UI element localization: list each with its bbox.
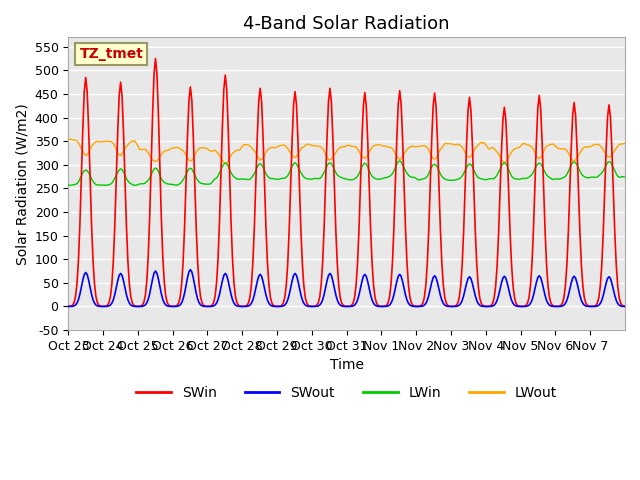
X-axis label: Time: Time <box>330 359 364 372</box>
Legend: SWin, SWout, LWin, LWout: SWin, SWout, LWin, LWout <box>131 380 563 405</box>
Text: TZ_tmet: TZ_tmet <box>79 47 143 61</box>
Title: 4-Band Solar Radiation: 4-Band Solar Radiation <box>243 15 450 33</box>
Y-axis label: Solar Radiation (W/m2): Solar Radiation (W/m2) <box>15 103 29 264</box>
